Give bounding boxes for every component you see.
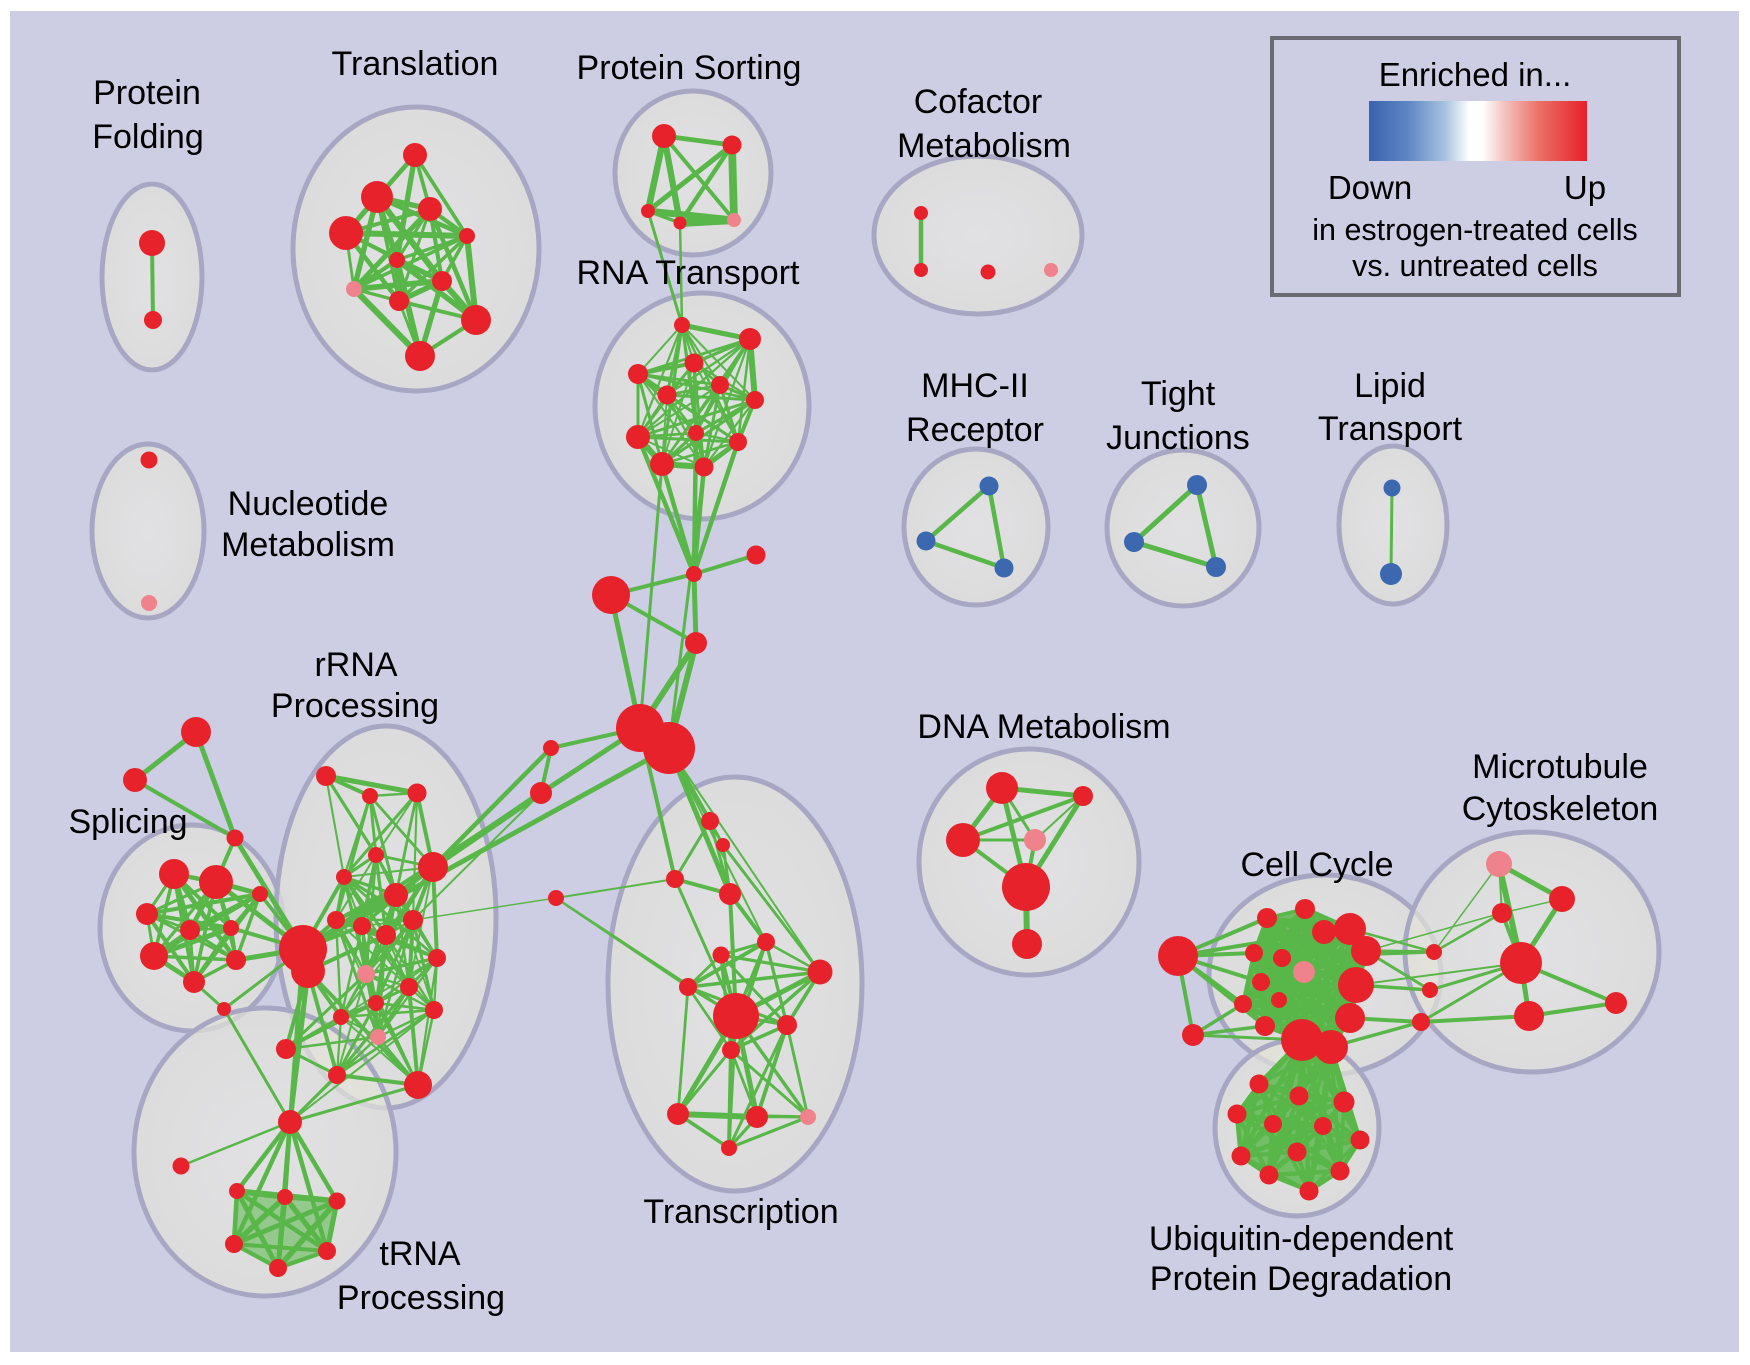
- svg-text:Down: Down: [1328, 169, 1412, 206]
- svg-text:Translation: Translation: [332, 45, 499, 83]
- svg-text:Lipid: Lipid: [1354, 367, 1426, 405]
- svg-text:Junctions: Junctions: [1106, 419, 1250, 457]
- svg-text:Protein: Protein: [93, 74, 201, 112]
- svg-text:Protein Sorting: Protein Sorting: [577, 49, 802, 87]
- svg-text:Receptor: Receptor: [906, 411, 1044, 449]
- svg-text:Metabolism: Metabolism: [221, 526, 395, 564]
- svg-text:Transcription: Transcription: [643, 1193, 838, 1231]
- svg-text:RNA Transport: RNA Transport: [577, 254, 801, 292]
- svg-text:DNA Metabolism: DNA Metabolism: [917, 708, 1170, 746]
- svg-text:tRNA: tRNA: [379, 1235, 461, 1273]
- svg-text:Cytoskeleton: Cytoskeleton: [1462, 790, 1659, 828]
- svg-text:Processing: Processing: [271, 687, 439, 725]
- svg-text:Transport: Transport: [1318, 410, 1463, 448]
- svg-text:Cell Cycle: Cell Cycle: [1240, 846, 1393, 884]
- svg-text:MHC-II: MHC-II: [921, 367, 1029, 405]
- svg-text:in estrogen-treated cells: in estrogen-treated cells: [1312, 213, 1638, 247]
- svg-text:vs. untreated cells: vs. untreated cells: [1352, 249, 1598, 283]
- svg-text:Ubiquitin-dependent: Ubiquitin-dependent: [1149, 1220, 1454, 1258]
- svg-text:Cofactor: Cofactor: [914, 83, 1043, 121]
- svg-text:Protein Degradation: Protein Degradation: [1150, 1260, 1452, 1298]
- svg-text:rRNA: rRNA: [314, 646, 397, 684]
- svg-text:Splicing: Splicing: [68, 803, 187, 841]
- svg-text:Up: Up: [1564, 169, 1606, 206]
- svg-text:Tight: Tight: [1141, 375, 1216, 413]
- svg-text:Enriched in...: Enriched in...: [1379, 56, 1572, 93]
- svg-text:Folding: Folding: [92, 118, 204, 156]
- svg-text:Processing: Processing: [337, 1279, 505, 1317]
- svg-text:Microtubule: Microtubule: [1472, 748, 1648, 786]
- svg-text:Metabolism: Metabolism: [897, 127, 1071, 165]
- svg-text:Nucleotide: Nucleotide: [228, 485, 389, 523]
